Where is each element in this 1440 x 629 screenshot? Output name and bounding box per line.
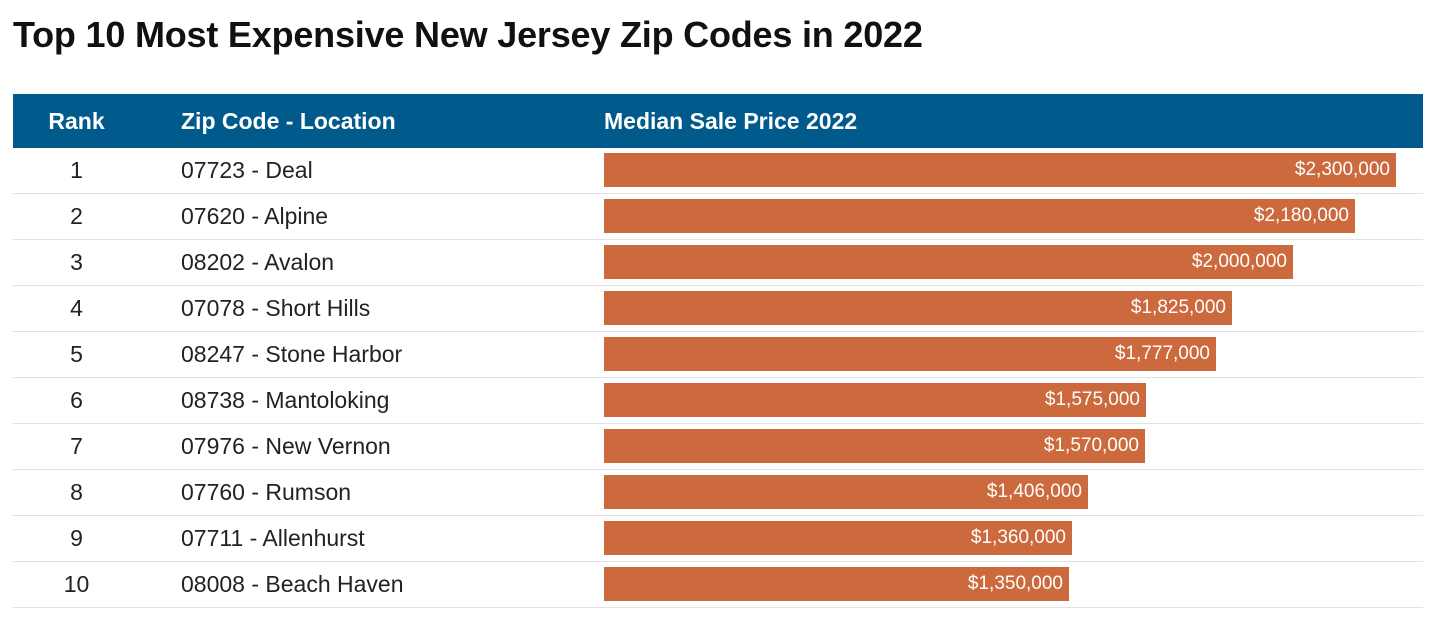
price-bar: $1,777,000 (604, 337, 1216, 371)
price-label: $1,406,000 (986, 481, 1082, 502)
table-row: 4 07078 - Short Hills $1,825,000 (13, 286, 1423, 332)
table-row: 1 07723 - Deal $2,300,000 (13, 148, 1423, 194)
zip-location-cell: 07760 - Rumson (181, 479, 352, 505)
price-label: $1,350,000 (967, 573, 1063, 594)
table-row: 9 07711 - Allenhurst $1,360,000 (13, 516, 1423, 562)
table-row: 7 07976 - New Vernon $1,570,000 (13, 424, 1423, 470)
zip-location-cell: 08738 - Mantoloking (181, 387, 390, 413)
ranking-table: Rank Zip Code - Location Median Sale Pri… (13, 94, 1423, 608)
zip-location-cell: 07078 - Short Hills (181, 295, 371, 321)
price-bar: $1,406,000 (604, 475, 1088, 509)
rank-cell: 7 (70, 433, 83, 459)
zip-location-cell: 07976 - New Vernon (181, 433, 391, 459)
price-label: $1,575,000 (1044, 389, 1140, 410)
rank-cell: 1 (70, 157, 83, 183)
price-bar: $2,300,000 (604, 153, 1396, 187)
rank-cell: 5 (70, 341, 83, 367)
price-label: $1,825,000 (1130, 297, 1226, 318)
rank-cell: 8 (70, 479, 83, 505)
rank-cell: 4 (70, 295, 83, 321)
zip-location-cell: 07723 - Deal (181, 157, 313, 183)
price-bar: $2,000,000 (604, 245, 1293, 279)
price-bar: $1,360,000 (604, 521, 1072, 555)
rank-cell: 2 (70, 203, 83, 229)
table-row: 5 08247 - Stone Harbor $1,777,000 (13, 332, 1423, 378)
price-bar: $1,570,000 (604, 429, 1145, 463)
price-label: $1,570,000 (1043, 435, 1139, 456)
price-bar: $1,575,000 (604, 383, 1146, 417)
price-bar: $1,825,000 (604, 291, 1232, 325)
zip-location-cell: 08202 - Avalon (181, 249, 335, 275)
table-body: 1 07723 - Deal $2,300,000 2 07620 - Alpine $2… (13, 148, 1423, 608)
zip-location-cell: 07620 - Alpine (181, 203, 329, 229)
header-rank: Rank (48, 108, 105, 134)
rank-cell: 9 (70, 525, 83, 551)
header-median-price: Median Sale Price 2022 (604, 108, 858, 134)
rank-cell: 3 (70, 249, 83, 275)
rank-cell: 10 (63, 571, 90, 597)
price-bar: $2,180,000 (604, 199, 1355, 233)
price-label: $2,300,000 (1294, 159, 1390, 180)
zip-location-cell: 08247 - Stone Harbor (181, 341, 403, 367)
table-row: 10 08008 - Beach Haven $1,350,000 (13, 562, 1423, 608)
table-row: 3 08202 - Avalon $2,000,000 (13, 240, 1423, 286)
price-label: $2,180,000 (1253, 205, 1349, 226)
price-label: $1,777,000 (1114, 343, 1210, 364)
table-row: 8 07760 - Rumson $1,406,000 (13, 470, 1423, 516)
table-header: Rank Zip Code - Location Median Sale Pri… (13, 94, 1423, 148)
price-label: $2,000,000 (1191, 251, 1287, 272)
header-zip-code: Zip Code - Location (181, 108, 396, 134)
chart-title: Top 10 Most Expensive New Jersey Zip Cod… (13, 14, 923, 55)
table-row: 2 07620 - Alpine $2,180,000 (13, 194, 1423, 240)
table-row: 6 08738 - Mantoloking $1,575,000 (13, 378, 1423, 424)
rank-cell: 6 (70, 387, 83, 413)
zip-location-cell: 08008 - Beach Haven (181, 571, 404, 597)
price-label: $1,360,000 (970, 527, 1066, 548)
zip-location-cell: 07711 - Allenhurst (181, 525, 365, 551)
price-bar: $1,350,000 (604, 567, 1069, 601)
